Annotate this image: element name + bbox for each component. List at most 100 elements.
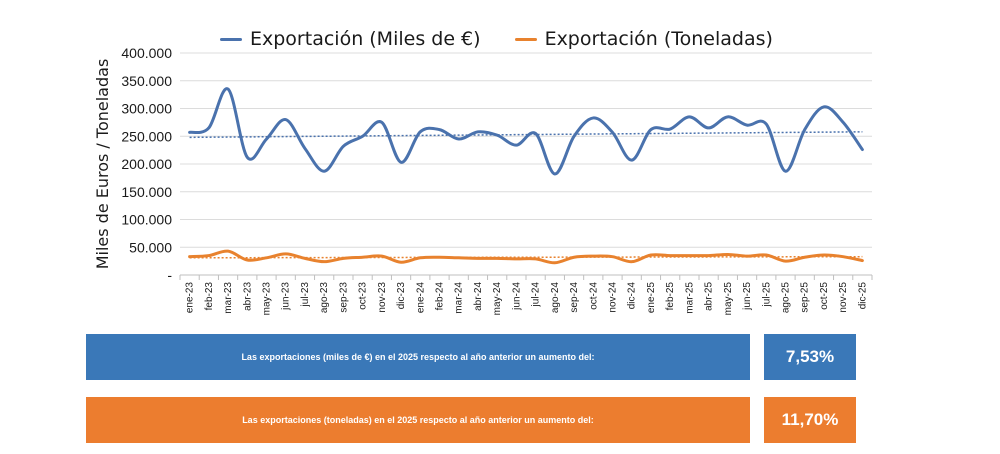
data-point-ton [688, 255, 690, 257]
y-tick-label: 100.000 [121, 212, 172, 228]
y-tick-label: 50.000 [129, 239, 172, 255]
x-tick-label: sep-25 [800, 282, 811, 313]
x-tick-label: may-25 [723, 282, 734, 316]
x-tick-label: dic-25 [857, 282, 868, 310]
legend-swatch-eur [220, 37, 242, 41]
x-tick-label: mar-25 [684, 282, 695, 314]
legend-item-eur: Exportación (Miles de €) [220, 28, 481, 50]
data-point-eur [708, 127, 710, 129]
data-point-ton [227, 250, 229, 252]
y-tick-label: 400.000 [121, 45, 172, 61]
data-point-eur [285, 119, 287, 121]
series-line-eur [188, 87, 864, 176]
data-point-eur [342, 145, 344, 147]
x-tick-label: may-23 [262, 282, 273, 316]
data-point-ton [285, 253, 287, 255]
data-point-eur [381, 121, 383, 123]
x-tick-label: jun-25 [742, 282, 753, 311]
data-point-ton [458, 257, 460, 259]
legend-swatch-ton [514, 37, 537, 41]
data-point-eur [458, 138, 460, 140]
data-point-ton [419, 257, 421, 259]
x-tick-label: may-24 [492, 282, 503, 316]
trendline-eur [189, 131, 863, 139]
x-tick-label: abr-24 [473, 282, 484, 311]
summary-banner-eur: Las exportaciones (miles de €) en el 202… [86, 334, 750, 380]
data-point-ton [362, 256, 364, 258]
chart-legend: Exportación (Miles de €) Exportación (To… [220, 28, 773, 50]
x-tick-label: nov-23 [377, 282, 388, 313]
data-point-eur [362, 135, 364, 137]
data-point-eur [842, 121, 844, 123]
summary-text-eur: Las exportaciones (miles de €) en el 202… [241, 352, 595, 362]
x-tick-label: abr-23 [242, 282, 253, 311]
data-point-ton [708, 255, 710, 257]
x-tick-label: ene-24 [415, 282, 426, 314]
x-tick-label: feb-24 [435, 282, 446, 311]
data-point-ton [631, 261, 633, 263]
data-point-eur [669, 128, 671, 130]
x-tick-label: nov-25 [838, 282, 849, 313]
summary-value-ton: 11,70% [764, 397, 856, 443]
data-point-eur [554, 173, 556, 175]
data-point-eur [400, 161, 402, 163]
x-tick-label: ago-23 [319, 282, 330, 314]
x-tick-label: sep-23 [338, 282, 349, 313]
data-point-eur [727, 116, 729, 118]
data-point-eur [208, 127, 210, 129]
data-point-eur [746, 124, 748, 126]
data-point-ton [554, 262, 556, 264]
x-tick-label: jun-23 [281, 282, 292, 311]
data-point-ton [804, 256, 806, 258]
y-tick-label: 350.000 [121, 73, 172, 89]
data-point-ton [439, 256, 441, 258]
data-point-ton [496, 257, 498, 259]
data-point-ton [669, 255, 671, 257]
data-point-eur [592, 117, 594, 119]
legend-label-ton: Exportación (Toneladas) [544, 28, 773, 50]
y-tick-label: - [167, 267, 172, 283]
data-point-ton [323, 261, 325, 263]
data-point-eur [688, 116, 690, 118]
data-point-eur [419, 131, 421, 133]
data-point-ton [208, 255, 210, 257]
data-point-ton [246, 259, 248, 261]
data-point-ton [823, 254, 825, 256]
data-point-ton [746, 255, 748, 257]
y-axis-label: Miles de Euros / Toneladas [93, 59, 112, 270]
y-tick-label: 250.000 [121, 128, 172, 144]
data-point-eur [804, 129, 806, 131]
data-point-ton [342, 257, 344, 259]
data-point-eur [246, 156, 248, 158]
x-tick-label: jul-25 [761, 282, 772, 308]
summary-value-ton-text: 11,70% [781, 410, 839, 429]
x-tick-label: nov-24 [608, 282, 619, 313]
data-point-eur [823, 106, 825, 108]
series-line-ton [188, 249, 864, 265]
data-point-eur [496, 134, 498, 136]
data-point-ton [785, 260, 787, 262]
x-tick-label: feb-23 [204, 282, 215, 311]
legend-label-eur: Exportación (Miles de €) [250, 28, 481, 50]
data-point-ton [515, 258, 517, 260]
data-point-ton [592, 255, 594, 257]
summary-text-ton: Las exportaciones (toneladas) en el 2025… [242, 415, 594, 425]
data-point-eur [650, 129, 652, 131]
data-point-ton [842, 256, 844, 258]
data-point-ton [189, 256, 191, 258]
summary-banner-ton: Las exportaciones (toneladas) en el 2025… [86, 397, 750, 443]
data-point-ton [535, 258, 537, 260]
x-tick-label: dic-24 [627, 282, 638, 310]
x-tick-label: mar-24 [454, 282, 465, 314]
data-point-eur [765, 123, 767, 125]
data-point-eur [535, 132, 537, 134]
data-point-eur [631, 159, 633, 161]
summary-value-eur: 7,53% [764, 334, 856, 380]
x-tick-label: ago-25 [781, 282, 792, 314]
x-tick-label: jun-24 [511, 282, 522, 311]
y-tick-label: 200.000 [121, 156, 172, 172]
data-point-ton [612, 256, 614, 258]
y-tick-label: 300.000 [121, 101, 172, 117]
data-point-ton [400, 261, 402, 263]
data-point-eur [573, 135, 575, 137]
